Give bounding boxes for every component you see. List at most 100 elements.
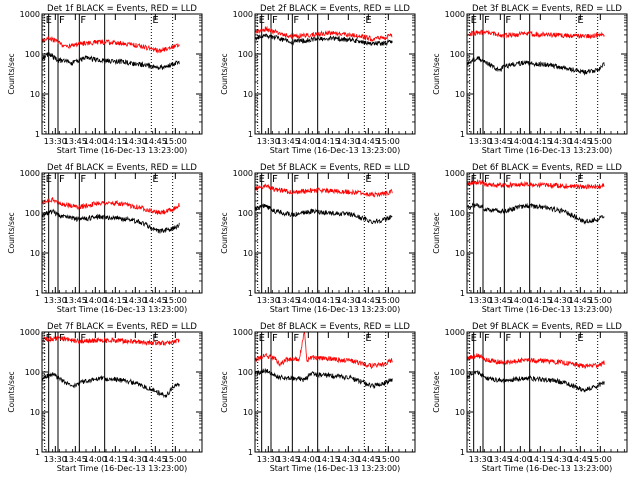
y-tick-label: 1 xyxy=(248,130,253,139)
panel-5: Det 5f BLACK = Events, RED = LLDEFFE1101… xyxy=(220,163,416,314)
y-tick-label: 10 xyxy=(455,408,465,417)
x-tick-label: 13:30 xyxy=(257,296,280,305)
y-tick-label: 1000 xyxy=(20,328,40,337)
panel-1: Det 1f BLACK = Events, RED = LLDEFFE1101… xyxy=(7,4,203,155)
y-tick-label: 10 xyxy=(243,408,253,417)
panel-6: Det 6f BLACK = Events, RED = LLDEFFE1101… xyxy=(432,163,628,314)
y-axis-label: Counts/sec xyxy=(7,371,16,412)
panel-4: Det 4f BLACK = Events, RED = LLDEFFE1101… xyxy=(7,163,203,314)
x-tick-label: 13:45 xyxy=(489,296,512,305)
y-tick-label: 10 xyxy=(455,90,465,99)
plot-frame xyxy=(254,172,416,294)
marker-label: F xyxy=(59,174,65,185)
x-tick-label: 13:30 xyxy=(44,296,67,305)
x-tick-label: 13:45 xyxy=(277,296,300,305)
events-series-line xyxy=(467,56,605,76)
x-tick-label: 13:45 xyxy=(64,296,87,305)
x-tick-label: 14:30 xyxy=(549,137,572,146)
y-tick-label: 10 xyxy=(243,249,253,258)
marker-label: F xyxy=(80,333,86,344)
panel-title: Det 7f BLACK = Events, RED = LLD xyxy=(47,322,197,332)
x-tick-label: 15:00 xyxy=(377,296,400,305)
x-tick-label: 14:45 xyxy=(357,296,380,305)
marker-label: E xyxy=(577,174,583,185)
x-tick-label: 15:00 xyxy=(164,137,187,146)
y-tick-label: 100 xyxy=(450,50,465,59)
x-tick-label: 14:30 xyxy=(549,455,572,464)
x-tick-label: 14:15 xyxy=(104,455,127,464)
x-tick-label: 13:30 xyxy=(44,137,67,146)
x-tick-label: 14:15 xyxy=(529,455,552,464)
marker-label: E xyxy=(577,333,583,344)
y-tick-label: 1 xyxy=(460,448,465,457)
x-tick-label: 13:45 xyxy=(489,455,512,464)
marker-label: F xyxy=(272,15,278,26)
x-tick-label: 14:30 xyxy=(549,296,572,305)
x-tick-label: 14:15 xyxy=(529,137,552,146)
x-tick-label: 14:30 xyxy=(124,455,147,464)
panel-7: Det 7f BLACK = Events, RED = LLDEFFE1101… xyxy=(7,322,203,473)
lld-series-line xyxy=(467,179,605,190)
x-tick-label: 14:00 xyxy=(84,455,107,464)
y-tick-label: 1000 xyxy=(20,10,40,19)
marker-label: E xyxy=(365,174,371,185)
panel-title: Det 2f BLACK = Events, RED = LLD xyxy=(260,4,410,14)
x-tick-label: 15:00 xyxy=(377,137,400,146)
x-tick-label: 15:00 xyxy=(164,296,187,305)
x-tick-label: 14:15 xyxy=(104,137,127,146)
y-tick-label: 10 xyxy=(30,408,40,417)
lld-series-line xyxy=(255,25,393,42)
y-axis-label: Counts/sec xyxy=(432,212,441,253)
lld-series-line xyxy=(255,332,393,370)
marker-label: F xyxy=(484,333,490,344)
x-tick-label: 14:30 xyxy=(124,137,147,146)
y-axis-label: Counts/sec xyxy=(432,371,441,412)
events-series-line xyxy=(255,368,393,390)
y-tick-label: 100 xyxy=(25,368,40,377)
x-tick-label: 14:15 xyxy=(529,296,552,305)
x-tick-label: 14:00 xyxy=(297,455,320,464)
x-tick-label: 13:45 xyxy=(64,137,87,146)
x-tick-label: 13:45 xyxy=(64,455,87,464)
x-tick-label: 15:00 xyxy=(589,455,612,464)
events-series-line xyxy=(42,52,180,71)
events-series-line xyxy=(42,372,180,399)
lld-series-line xyxy=(255,183,393,198)
plot-frame xyxy=(466,331,628,453)
lld-series-line xyxy=(467,353,605,369)
x-tick-label: 14:30 xyxy=(337,296,360,305)
x-tick-label: 14:00 xyxy=(297,137,320,146)
plot-frame xyxy=(254,331,416,453)
lld-series-line xyxy=(42,197,180,216)
x-tick-label: 14:00 xyxy=(509,137,532,146)
marker-label: E xyxy=(577,15,583,26)
y-tick-label: 100 xyxy=(238,368,253,377)
x-tick-label: 15:00 xyxy=(377,455,400,464)
x-tick-label: 13:45 xyxy=(277,455,300,464)
y-tick-label: 1000 xyxy=(20,169,40,178)
y-tick-label: 1000 xyxy=(233,328,253,337)
panel-8: Det 8f BLACK = Events, RED = LLDEFFE1101… xyxy=(220,322,416,473)
y-tick-label: 1 xyxy=(248,289,253,298)
x-tick-label: 14:45 xyxy=(357,137,380,146)
x-tick-label: 14:45 xyxy=(144,296,167,305)
marker-label: F xyxy=(272,174,278,185)
x-tick-label: 14:15 xyxy=(104,296,127,305)
y-axis-label: Counts/sec xyxy=(220,53,229,94)
y-tick-label: 10 xyxy=(30,90,40,99)
events-series-line xyxy=(467,370,605,393)
marker-label: F xyxy=(505,15,511,26)
y-axis-label: Counts/sec xyxy=(220,212,229,253)
x-tick-label: 14:45 xyxy=(144,137,167,146)
marker-label: F xyxy=(80,15,86,26)
x-tick-label: 14:00 xyxy=(509,296,532,305)
marker-label: F xyxy=(293,15,299,26)
x-tick-label: 14:00 xyxy=(509,455,532,464)
marker-label: F xyxy=(272,333,278,344)
marker-label: F xyxy=(293,333,299,344)
marker-label: F xyxy=(80,174,86,185)
y-tick-label: 100 xyxy=(450,209,465,218)
panel-3: Det 3f BLACK = Events, RED = LLDEFFE1101… xyxy=(432,4,628,155)
marker-label: E xyxy=(152,15,158,26)
